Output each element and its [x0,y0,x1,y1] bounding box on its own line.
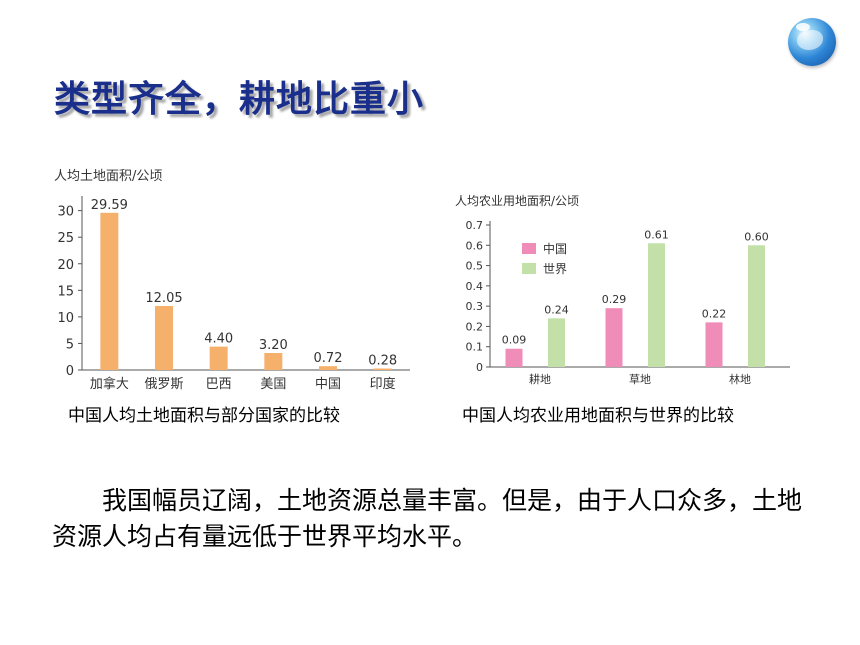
chart1-ytick-label: 15 [57,284,74,299]
chart2-ytick-label: 0.2 [466,320,484,333]
chart1-caption: 中国人均土地面积与部分国家的比较 [68,406,340,426]
chart1-bar-2 [209,346,228,370]
chart2-value-label: 0.09 [502,334,527,347]
chart2-legend-swatch-0 [522,243,536,254]
chart1-category-label: 加拿大 [90,376,129,392]
chart2-legend-label-0: 中国 [543,241,567,256]
chart1-bar-4 [319,366,337,370]
agri-land-chart: 人均农业用地面积/公顷 0 0.1 0.2 0.3 0.4 0.5 0.6 0.7 0.09 0.2… [455,194,790,386]
land-area-chart: 人均土地面积/公顷 0 5 10 15 20 25 30 29.59 加拿大 12.05 俄罗斯 4.4… [54,169,410,392]
chart1-ylabel: 人均土地面积/公顷 [54,169,162,184]
chart1-ytick-label: 10 [57,311,74,326]
chart1-value-label: 0.72 [314,351,343,366]
chart2-ytick-label: 0 [476,361,483,374]
chart2-ytick-label: 0.1 [466,341,484,354]
chart1-ytick-label: 25 [57,231,74,246]
chart1-ytick-label: 30 [57,205,74,220]
chart2-value-label: 0.29 [602,293,627,306]
chart1-value-label: 4.40 [204,332,233,347]
chart2-value-label: 0.60 [744,230,769,243]
chart2-ytick-label: 0.7 [466,219,484,232]
chart1-ytick-label: 0 [66,364,74,379]
chart1-category-label: 美国 [260,377,286,392]
chart2-bar-1-2 [748,245,765,367]
chart2-bar-1-1 [648,243,665,367]
chart2-legend-swatch-1 [522,263,536,274]
chart2-category-label: 耕地 [529,372,551,386]
chart1-value-label: 0.28 [368,354,397,369]
chart2-category-label: 林地 [729,372,751,386]
chart1-category-label: 印度 [370,376,396,392]
chart2-ytick-label: 0.6 [466,239,484,252]
chart1-bar-1 [155,305,173,370]
chart2-category-label: 草地 [629,373,651,386]
chart2-value-label: 0.61 [644,228,669,241]
chart1-ytick-label: 5 [66,337,74,352]
chart1-bar-3 [264,353,283,370]
chart2-bar-0-1 [605,308,623,367]
chart1-value-label: 29.59 [91,198,128,213]
chart1-category-label: 俄罗斯 [144,377,183,392]
chart2-bar-1-0 [548,318,565,367]
chart2-ylabel: 人均农业用地面积/公顷 [455,194,579,208]
chart2-value-label: 0.22 [702,307,727,320]
chart1-bar-0 [100,212,119,370]
chart2-ytick-label: 0.3 [466,300,484,313]
chart1-value-label: 12.05 [145,291,182,306]
body-paragraph: 我国幅员辽阔，土地资源总量丰富。但是，由于人口众多，土地资源人均占有量远低于世界… [52,486,803,551]
chart2-value-label: 0.24 [544,303,569,316]
chart2-ytick-label: 0.5 [466,260,484,273]
chart1-ytick-label: 20 [57,258,74,273]
chart2-bar-0-2 [705,322,723,367]
chart1-value-label: 3.20 [259,338,288,353]
chart1-category-label: 巴西 [206,377,232,392]
chart2-legend-label-1: 世界 [543,262,567,276]
chart1-bar-5 [373,368,392,370]
chart2-bar-0-0 [505,348,523,367]
chart1-category-label: 中国 [315,377,341,392]
globe-icon [788,18,836,66]
chart2-ytick-label: 0.4 [466,280,484,293]
chart2-caption: 中国人均农业用地面积与世界的比较 [462,406,734,426]
page-title: 类型齐全，耕地比重小 [54,79,425,120]
